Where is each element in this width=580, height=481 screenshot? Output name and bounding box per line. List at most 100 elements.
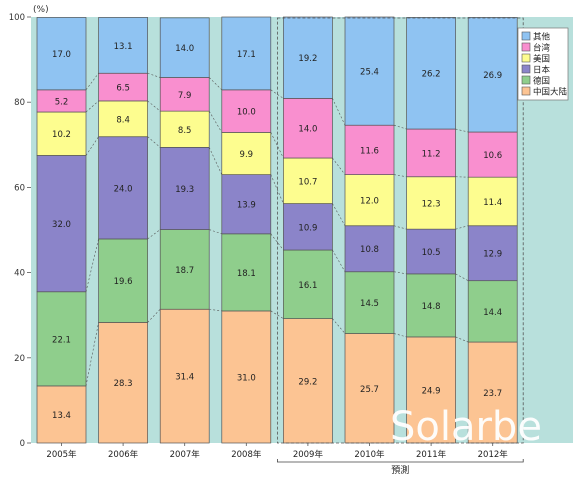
connector-line	[270, 132, 284, 159]
data-label: 23.7	[483, 389, 502, 399]
data-label: 8.4	[116, 115, 130, 125]
bar-segment	[406, 228, 456, 275]
forecast-label: 預測	[391, 464, 409, 476]
bar-segment	[344, 124, 395, 175]
connector-line	[332, 249, 346, 272]
forecast-region	[276, 17, 524, 444]
y-axis-unit-label: (%)	[33, 5, 49, 15]
connector-line	[85, 100, 99, 113]
data-label: 19.6	[114, 277, 133, 287]
x-tick-label: 2006年	[108, 449, 139, 460]
bar-segment	[98, 238, 148, 323]
connector-line	[270, 89, 284, 99]
data-label: 17.0	[52, 50, 71, 60]
bar-segment	[283, 318, 333, 444]
x-axis-labels: 2005年 2006年 2007年 2008年 2009年 2010年 2011年 2012年	[46, 443, 508, 460]
data-label: 10.9	[298, 223, 317, 233]
data-label: 14.4	[483, 308, 502, 318]
y-axis-ticks: 0 20 40 60 80 100	[9, 13, 31, 449]
x-tick-label: 2007年	[170, 449, 201, 460]
data-label: 18.1	[237, 269, 256, 279]
x-tick-label: 2012年	[478, 449, 509, 460]
data-label: 7.9	[178, 91, 192, 101]
connector-line	[332, 157, 346, 175]
bar-segment	[467, 17, 518, 133]
data-label: 19.3	[175, 185, 194, 195]
data-label: 11.2	[422, 149, 441, 159]
x-tick-label: 2011年	[416, 449, 447, 460]
data-label: 17.1	[237, 50, 256, 60]
connector-line	[147, 136, 161, 148]
data-label: 12.9	[483, 250, 502, 260]
bar-segment	[467, 341, 518, 444]
bar-segment	[221, 310, 272, 444]
connector-line	[332, 98, 346, 126]
bar-segment	[221, 233, 272, 312]
data-label: 10.6	[483, 151, 502, 161]
bar-segment	[406, 17, 456, 130]
data-label: 32.0	[52, 220, 71, 230]
data-label: 22.1	[52, 335, 71, 345]
data-label: 12.3	[422, 199, 441, 209]
bar-segment	[159, 308, 210, 444]
data-label: 19.2	[298, 54, 317, 64]
legend-label: 美国	[533, 54, 550, 65]
bar-segment	[98, 100, 148, 138]
data-label: 14.0	[175, 44, 194, 54]
data-label: 8.5	[178, 126, 192, 136]
data-label: 10.8	[360, 245, 379, 255]
connector-line	[208, 147, 223, 175]
bars: 13.4 22.1 32.0 10.2 5.2 17.0 28.3 19.6 24.0 8.4 6.…	[36, 16, 518, 444]
y-tick-label: 80	[14, 98, 25, 108]
data-label: 14.8	[422, 302, 441, 312]
data-label: 13.9	[237, 201, 256, 211]
bar-segment	[283, 157, 333, 204]
legend-label: 其他	[533, 32, 551, 43]
data-label: 18.7	[175, 266, 194, 276]
x-tick-label: 2009年	[293, 449, 324, 460]
data-label: 10.7	[298, 177, 317, 187]
x-tick-label: 2010年	[354, 449, 385, 460]
legend-label: 德国	[533, 76, 550, 87]
bar-segment	[283, 16, 333, 99]
connector-line	[147, 309, 161, 323]
bar-segment	[159, 147, 210, 230]
y-tick-label: 60	[14, 183, 25, 193]
data-label: 14.5	[360, 299, 379, 309]
data-label: 12.0	[360, 197, 379, 207]
data-label: 16.1	[298, 281, 317, 291]
bar-segment	[283, 98, 333, 159]
bar-segment	[221, 132, 272, 175]
data-label: 28.3	[114, 379, 133, 389]
legend-swatch	[521, 31, 531, 41]
bar-segment	[221, 16, 272, 91]
bar-segment	[467, 280, 518, 343]
connector-line	[208, 77, 223, 91]
data-label: 25.7	[360, 385, 379, 395]
connector-line	[147, 100, 161, 112]
bar-segment	[344, 174, 395, 227]
bar-segment	[159, 110, 210, 148]
bar-segment	[159, 229, 210, 310]
bar-segment	[221, 89, 272, 133]
y-tick-label: 40	[14, 269, 25, 279]
data-label: 10.2	[52, 130, 71, 140]
bar-segment	[221, 174, 272, 235]
watermark: Solarbe	[390, 404, 542, 450]
data-label: 10.5	[422, 248, 441, 258]
legend-swatch	[521, 75, 531, 85]
connector-line	[270, 174, 284, 204]
data-label: 25.4	[360, 68, 379, 78]
x-tick-label: 2008年	[231, 449, 262, 460]
bar-segment	[344, 16, 395, 126]
data-label: 11.6	[360, 146, 379, 156]
connector-line	[85, 73, 99, 91]
legend-swatch	[521, 64, 531, 74]
connector-line	[270, 233, 284, 251]
bar-segment	[467, 131, 518, 178]
legend-swatch	[521, 42, 531, 52]
connector-line	[85, 238, 99, 292]
data-label: 5.2	[55, 97, 69, 107]
data-label: 13.4	[52, 411, 71, 421]
bar-segment	[98, 322, 148, 444]
